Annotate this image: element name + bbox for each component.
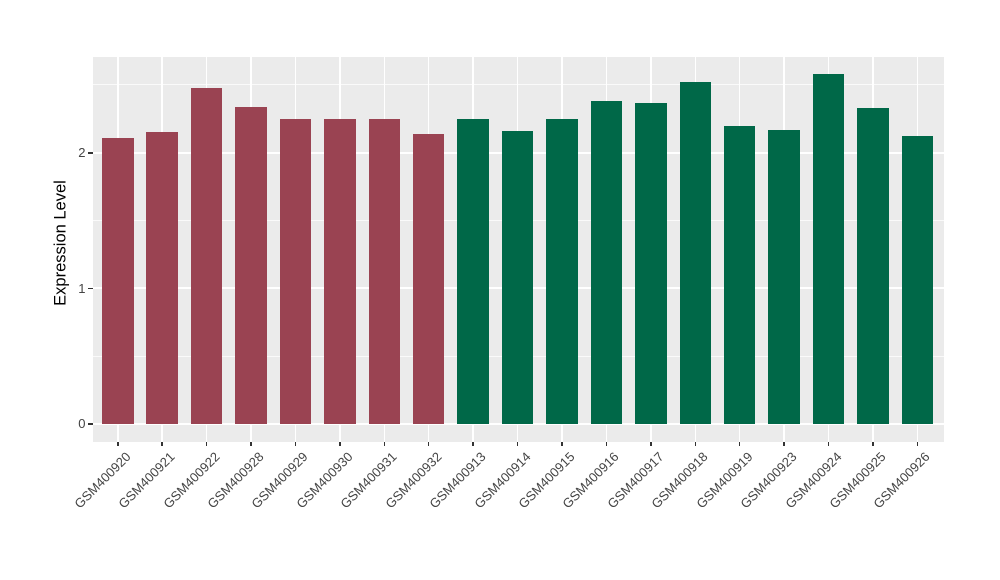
plot-panel bbox=[92, 56, 944, 442]
bar bbox=[812, 74, 845, 424]
bar bbox=[146, 132, 178, 424]
x-tick-mark bbox=[339, 441, 341, 446]
bar bbox=[368, 118, 401, 424]
bar bbox=[635, 102, 667, 424]
bar bbox=[324, 118, 356, 424]
bar bbox=[412, 133, 445, 424]
y-tick-mark bbox=[88, 287, 93, 290]
x-tick-mark bbox=[383, 441, 386, 446]
bar bbox=[501, 131, 534, 424]
x-tick-mark bbox=[427, 441, 430, 446]
bar bbox=[901, 136, 934, 424]
y-tick-label: 0 bbox=[78, 416, 86, 432]
bar bbox=[457, 118, 489, 424]
bar bbox=[235, 106, 267, 424]
x-tick-mark bbox=[205, 441, 208, 446]
x-tick-mark bbox=[561, 441, 563, 446]
bar bbox=[590, 101, 623, 424]
x-tick-mark bbox=[872, 441, 874, 446]
y-tick-mark bbox=[88, 423, 93, 425]
bar bbox=[723, 125, 756, 424]
x-tick-mark bbox=[783, 441, 785, 446]
bar bbox=[102, 137, 134, 424]
bar bbox=[546, 118, 578, 424]
y-tick-mark bbox=[88, 152, 93, 154]
x-tick-mark bbox=[117, 441, 119, 446]
x-tick-mark bbox=[605, 441, 608, 446]
bar bbox=[857, 108, 889, 424]
bar bbox=[279, 118, 312, 424]
x-tick-mark bbox=[250, 441, 252, 446]
x-tick-mark bbox=[916, 441, 919, 446]
x-tick-mark bbox=[738, 441, 741, 446]
x-tick-mark bbox=[827, 441, 830, 446]
x-tick-mark bbox=[161, 441, 163, 446]
bar bbox=[190, 87, 223, 424]
x-tick-mark bbox=[294, 441, 297, 446]
bar bbox=[768, 129, 800, 424]
x-tick-mark bbox=[472, 441, 474, 446]
bar bbox=[679, 82, 711, 424]
y-tick-label: 2 bbox=[78, 145, 86, 161]
y-tick-label: 1 bbox=[78, 280, 86, 296]
x-tick-mark bbox=[694, 441, 696, 446]
x-tick-mark bbox=[516, 441, 519, 446]
x-tick-mark bbox=[650, 441, 652, 446]
